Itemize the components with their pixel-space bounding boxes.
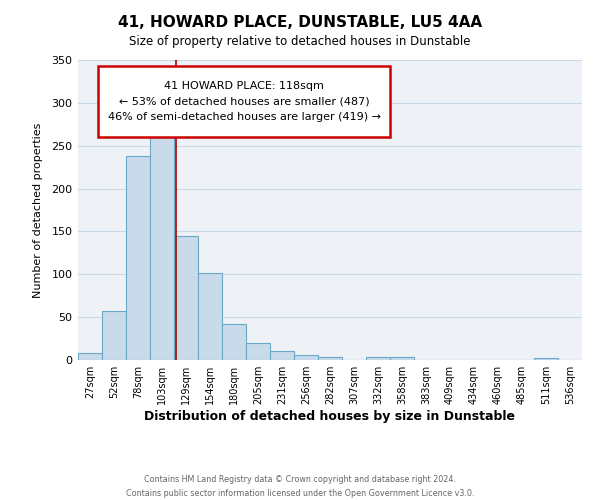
Bar [366, 358, 390, 360]
FancyBboxPatch shape [98, 66, 391, 136]
Bar [294, 355, 318, 360]
Bar [102, 311, 126, 360]
Bar [174, 236, 198, 360]
Text: 41, HOWARD PLACE, DUNSTABLE, LU5 4AA: 41, HOWARD PLACE, DUNSTABLE, LU5 4AA [118, 15, 482, 30]
Bar [318, 358, 342, 360]
Text: Size of property relative to detached houses in Dunstable: Size of property relative to detached ho… [129, 35, 471, 48]
Bar [222, 324, 246, 360]
Bar [270, 350, 294, 360]
Bar [246, 343, 270, 360]
Text: 41 HOWARD PLACE: 118sqm
← 53% of detached houses are smaller (487)
46% of semi-d: 41 HOWARD PLACE: 118sqm ← 53% of detache… [108, 80, 381, 122]
Bar [198, 274, 222, 360]
Bar [534, 358, 558, 360]
X-axis label: Distribution of detached houses by size in Dunstable: Distribution of detached houses by size … [145, 410, 515, 423]
Bar [390, 358, 414, 360]
Text: Contains HM Land Registry data © Crown copyright and database right 2024.
Contai: Contains HM Land Registry data © Crown c… [126, 476, 474, 498]
Bar [126, 156, 150, 360]
Y-axis label: Number of detached properties: Number of detached properties [33, 122, 43, 298]
Bar [78, 353, 102, 360]
Bar [150, 110, 174, 360]
